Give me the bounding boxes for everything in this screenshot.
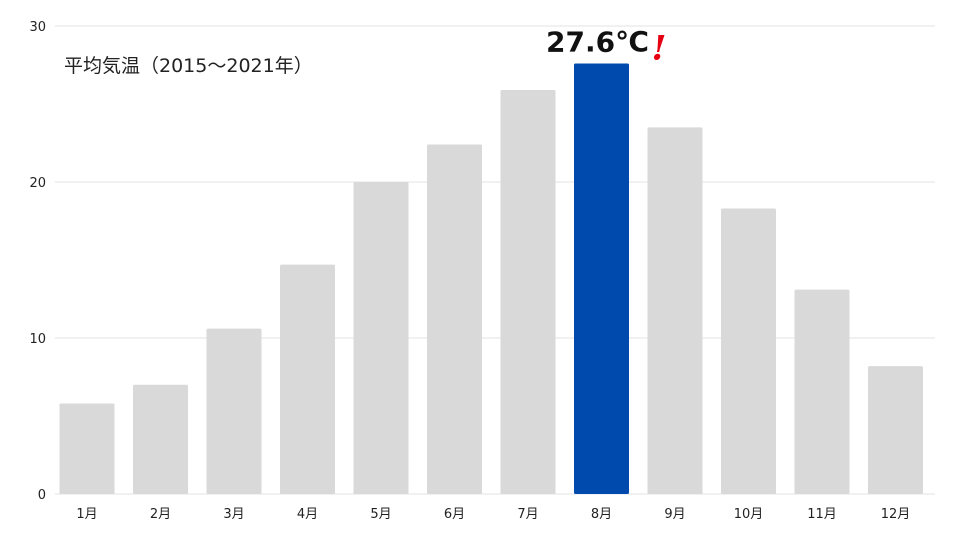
highlight-annotation: 27.6℃ ! — [546, 25, 666, 68]
x-tick-label: 6月 — [444, 507, 465, 522]
x-tick-label: 8月 — [591, 507, 612, 522]
bar-1 — [59, 403, 115, 494]
x-tick-label: 7月 — [517, 507, 538, 522]
y-tick-label: 0 — [38, 488, 46, 503]
x-tick-label: 5月 — [370, 507, 391, 522]
y-axis-ticks: 0 10 20 30 — [29, 20, 46, 503]
bar-6 — [427, 144, 482, 494]
x-tick-label: 2月 — [150, 507, 171, 522]
x-tick-label: 12月 — [881, 507, 911, 522]
x-tick-label: 4月 — [297, 507, 318, 522]
y-tick-label: 30 — [29, 20, 46, 35]
x-tick-label: 3月 — [223, 507, 244, 522]
bar-8 — [574, 63, 629, 494]
bar-12 — [868, 366, 923, 494]
chart-title: 平均気温（2015〜2021年） — [64, 55, 313, 77]
exclamation-mark: ! — [652, 28, 667, 68]
bar-5 — [353, 182, 409, 494]
bar-2 — [133, 384, 188, 494]
highlight-value-label: 27.6℃ — [546, 25, 649, 58]
bar-3 — [206, 328, 262, 494]
x-tick-label: 11月 — [807, 507, 837, 522]
bar-4 — [280, 264, 335, 494]
x-axis-ticks: 1月 2月 3月 4月 5月 6月 7月 8月 9月 10月 11月 12月 — [76, 507, 910, 522]
bar-7 — [500, 89, 556, 495]
bar-11 — [794, 289, 850, 494]
x-tick-label: 1月 — [76, 507, 97, 522]
bars — [59, 63, 923, 495]
bar-9 — [647, 127, 703, 495]
bar-10 — [721, 208, 776, 494]
gridlines — [55, 25, 935, 495]
x-tick-label: 10月 — [734, 507, 764, 522]
y-tick-label: 10 — [29, 332, 46, 347]
x-tick-label: 9月 — [664, 507, 685, 522]
y-tick-label: 20 — [29, 176, 46, 191]
